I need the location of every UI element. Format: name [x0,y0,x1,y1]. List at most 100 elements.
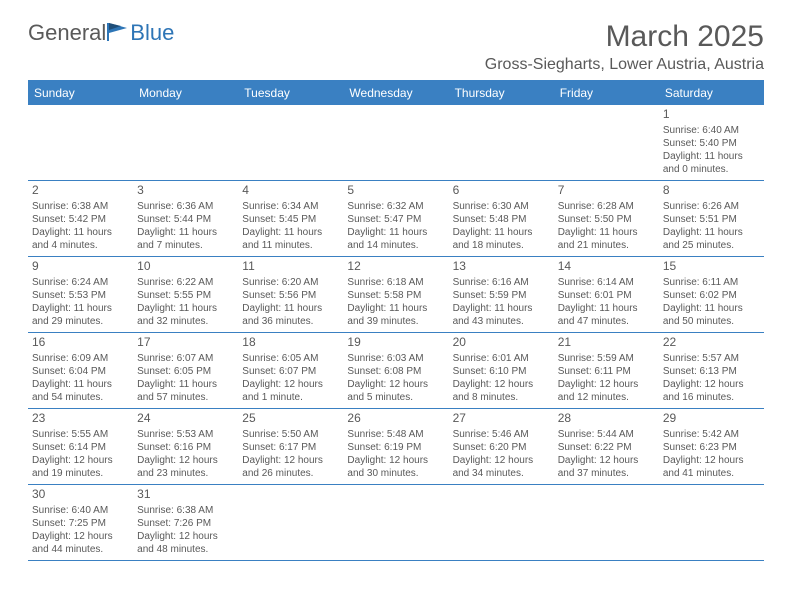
daylight-text: and 37 minutes. [558,467,655,480]
daylight-text: Daylight: 11 hours [137,302,234,315]
sunset-text: Sunset: 5:47 PM [347,213,444,226]
weekday-header: Saturday [659,81,764,105]
page-title: March 2025 [485,20,764,54]
sunrise-text: Sunrise: 6:01 AM [453,352,550,365]
daylight-text: and 57 minutes. [137,391,234,404]
daylight-text: Daylight: 11 hours [137,378,234,391]
sunset-text: Sunset: 5:40 PM [663,137,760,150]
sunrise-text: Sunrise: 6:30 AM [453,200,550,213]
day-number: 16 [32,335,129,351]
sunset-text: Sunset: 5:50 PM [558,213,655,226]
sunrise-text: Sunrise: 6:11 AM [663,276,760,289]
calendar-day-cell: 28Sunrise: 5:44 AMSunset: 6:22 PMDayligh… [554,409,659,485]
sunset-text: Sunset: 5:53 PM [32,289,129,302]
daylight-text: and 7 minutes. [137,239,234,252]
daylight-text: and 50 minutes. [663,315,760,328]
calendar-day-cell: 12Sunrise: 6:18 AMSunset: 5:58 PMDayligh… [343,257,448,333]
daylight-text: Daylight: 12 hours [32,530,129,543]
sunrise-text: Sunrise: 6:16 AM [453,276,550,289]
sunset-text: Sunset: 7:25 PM [32,517,129,530]
daylight-text: Daylight: 12 hours [32,454,129,467]
sunrise-text: Sunrise: 6:40 AM [663,124,760,137]
daylight-text: and 18 minutes. [453,239,550,252]
calendar-day-cell: 9Sunrise: 6:24 AMSunset: 5:53 PMDaylight… [28,257,133,333]
daylight-text: and 39 minutes. [347,315,444,328]
calendar-day-cell: 18Sunrise: 6:05 AMSunset: 6:07 PMDayligh… [238,333,343,409]
daylight-text: Daylight: 11 hours [347,226,444,239]
calendar-day-cell: 2Sunrise: 6:38 AMSunset: 5:42 PMDaylight… [28,181,133,257]
calendar-day-cell: 13Sunrise: 6:16 AMSunset: 5:59 PMDayligh… [449,257,554,333]
day-number: 20 [453,335,550,351]
sunset-text: Sunset: 5:55 PM [137,289,234,302]
daylight-text: Daylight: 11 hours [663,302,760,315]
daylight-text: and 41 minutes. [663,467,760,480]
sunrise-text: Sunrise: 6:38 AM [137,504,234,517]
calendar-day-cell: 3Sunrise: 6:36 AMSunset: 5:44 PMDaylight… [133,181,238,257]
day-number: 3 [137,183,234,199]
sunset-text: Sunset: 6:23 PM [663,441,760,454]
daylight-text: Daylight: 11 hours [32,302,129,315]
calendar-empty-cell [238,105,343,181]
daylight-text: and 12 minutes. [558,391,655,404]
sunset-text: Sunset: 6:20 PM [453,441,550,454]
flag-icon [107,23,129,41]
daylight-text: and 54 minutes. [32,391,129,404]
calendar-week-row: 23Sunrise: 5:55 AMSunset: 6:14 PMDayligh… [28,409,764,485]
weekday-header: Wednesday [343,81,448,105]
sunrise-text: Sunrise: 5:50 AM [242,428,339,441]
calendar-day-cell: 25Sunrise: 5:50 AMSunset: 6:17 PMDayligh… [238,409,343,485]
sunset-text: Sunset: 6:02 PM [663,289,760,302]
daylight-text: and 47 minutes. [558,315,655,328]
sunset-text: Sunset: 5:59 PM [453,289,550,302]
day-number: 9 [32,259,129,275]
daylight-text: Daylight: 12 hours [453,454,550,467]
daylight-text: Daylight: 12 hours [558,454,655,467]
daylight-text: Daylight: 11 hours [32,226,129,239]
weekday-header: Thursday [449,81,554,105]
calendar-empty-cell [449,485,554,561]
day-number: 19 [347,335,444,351]
calendar-empty-cell [554,485,659,561]
calendar-week-row: 30Sunrise: 6:40 AMSunset: 7:25 PMDayligh… [28,485,764,561]
daylight-text: and 0 minutes. [663,163,760,176]
daylight-text: and 4 minutes. [32,239,129,252]
calendar-day-cell: 17Sunrise: 6:07 AMSunset: 6:05 PMDayligh… [133,333,238,409]
sunrise-text: Sunrise: 6:07 AM [137,352,234,365]
calendar-empty-cell [28,105,133,181]
sunrise-text: Sunrise: 6:38 AM [32,200,129,213]
day-number: 31 [137,487,234,503]
calendar-empty-cell [554,105,659,181]
daylight-text: and 8 minutes. [453,391,550,404]
day-number: 22 [663,335,760,351]
calendar-day-cell: 23Sunrise: 5:55 AMSunset: 6:14 PMDayligh… [28,409,133,485]
calendar-day-cell: 22Sunrise: 5:57 AMSunset: 6:13 PMDayligh… [659,333,764,409]
sunset-text: Sunset: 6:05 PM [137,365,234,378]
calendar-day-cell: 27Sunrise: 5:46 AMSunset: 6:20 PMDayligh… [449,409,554,485]
sunrise-text: Sunrise: 5:59 AM [558,352,655,365]
day-number: 8 [663,183,760,199]
sunset-text: Sunset: 6:11 PM [558,365,655,378]
day-number: 5 [347,183,444,199]
calendar-day-cell: 20Sunrise: 6:01 AMSunset: 6:10 PMDayligh… [449,333,554,409]
sunset-text: Sunset: 6:14 PM [32,441,129,454]
daylight-text: and 30 minutes. [347,467,444,480]
calendar-day-cell: 7Sunrise: 6:28 AMSunset: 5:50 PMDaylight… [554,181,659,257]
daylight-text: Daylight: 11 hours [453,302,550,315]
sunrise-text: Sunrise: 5:44 AM [558,428,655,441]
day-number: 23 [32,411,129,427]
day-number: 25 [242,411,339,427]
daylight-text: and 23 minutes. [137,467,234,480]
daylight-text: Daylight: 11 hours [663,226,760,239]
sunset-text: Sunset: 6:13 PM [663,365,760,378]
calendar-day-cell: 8Sunrise: 6:26 AMSunset: 5:51 PMDaylight… [659,181,764,257]
daylight-text: Daylight: 12 hours [663,454,760,467]
header: General Blue March 2025 Gross-Siegharts,… [28,20,764,74]
daylight-text: Daylight: 11 hours [32,378,129,391]
sunrise-text: Sunrise: 5:42 AM [663,428,760,441]
sunrise-text: Sunrise: 5:48 AM [347,428,444,441]
calendar-week-row: 2Sunrise: 6:38 AMSunset: 5:42 PMDaylight… [28,181,764,257]
calendar-empty-cell [659,485,764,561]
day-number: 14 [558,259,655,275]
day-number: 21 [558,335,655,351]
sunset-text: Sunset: 6:16 PM [137,441,234,454]
